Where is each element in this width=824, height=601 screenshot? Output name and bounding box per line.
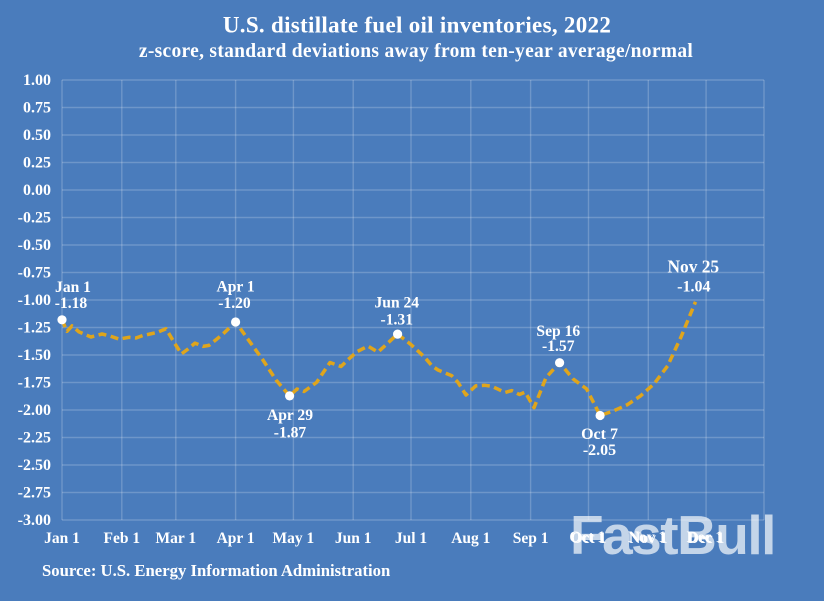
svg-text:-2.05: -2.05: [583, 442, 616, 459]
svg-text:Nov 1: Nov 1: [628, 529, 666, 546]
svg-text:0.00: 0.00: [23, 182, 51, 199]
svg-text:Jul 1: Jul 1: [395, 530, 427, 547]
svg-text:z-score, standard deviations a: z-score, standard deviations away from t…: [139, 41, 694, 62]
svg-text:Source: U.S. Energy Informatio: Source: U.S. Energy Information Administ…: [42, 561, 391, 580]
svg-text:Dec 1: Dec 1: [687, 529, 724, 546]
svg-text:Sep 16: Sep 16: [536, 323, 580, 340]
svg-text:Jun 24: Jun 24: [374, 295, 419, 312]
svg-text:-1.87: -1.87: [274, 425, 307, 442]
svg-text:-2.75: -2.75: [18, 485, 51, 502]
svg-text:0.50: 0.50: [23, 127, 51, 144]
svg-text:Jun 1: Jun 1: [335, 530, 372, 547]
svg-text:-3.00: -3.00: [18, 512, 51, 529]
svg-text:Oct 7: Oct 7: [581, 426, 618, 443]
svg-text:-0.50: -0.50: [18, 237, 51, 254]
svg-text:-1.20: -1.20: [218, 295, 251, 312]
svg-text:0.75: 0.75: [23, 100, 51, 117]
svg-text:-1.50: -1.50: [18, 347, 51, 364]
svg-text:-1.04: -1.04: [677, 279, 710, 296]
svg-text:-0.75: -0.75: [18, 265, 51, 282]
svg-text:May 1: May 1: [273, 530, 315, 547]
svg-text:Oct 1: Oct 1: [571, 530, 607, 547]
svg-text:Aug 1: Aug 1: [451, 530, 490, 547]
svg-text:-1.57: -1.57: [542, 338, 575, 355]
svg-text:-1.75: -1.75: [18, 375, 51, 392]
svg-text:Jan 1: Jan 1: [55, 279, 91, 296]
svg-text:Apr 29: Apr 29: [267, 407, 313, 424]
svg-text:-1.25: -1.25: [18, 320, 51, 337]
svg-text:U.S. distillate fuel oil inven: U.S. distillate fuel oil inventories, 20…: [223, 13, 611, 38]
svg-text:-1.31: -1.31: [381, 312, 413, 329]
svg-text:-2.25: -2.25: [18, 430, 51, 447]
svg-text:Sep 1: Sep 1: [513, 530, 549, 547]
svg-text:FastBull: FastBull: [570, 504, 775, 566]
svg-text:1.00: 1.00: [23, 72, 51, 89]
svg-text:Jan 1: Jan 1: [44, 530, 80, 547]
svg-text:Mar 1: Mar 1: [155, 530, 196, 547]
svg-text:-0.25: -0.25: [18, 210, 51, 227]
svg-text:Apr 1: Apr 1: [216, 279, 254, 296]
svg-text:Oct 1: Oct 1: [569, 529, 605, 546]
svg-text:-2.00: -2.00: [18, 402, 51, 419]
svg-text:-2.50: -2.50: [18, 457, 51, 474]
svg-text:-1.18: -1.18: [55, 295, 88, 312]
svg-text:Feb 1: Feb 1: [104, 530, 141, 547]
svg-text:Nov 1: Nov 1: [629, 530, 667, 547]
svg-text:-1.00: -1.00: [18, 292, 51, 309]
svg-text:Apr 1: Apr 1: [217, 530, 255, 547]
svg-text:Nov 25: Nov 25: [667, 257, 719, 277]
svg-text:0.25: 0.25: [23, 155, 51, 172]
svg-text:Dec 1: Dec 1: [688, 530, 725, 547]
